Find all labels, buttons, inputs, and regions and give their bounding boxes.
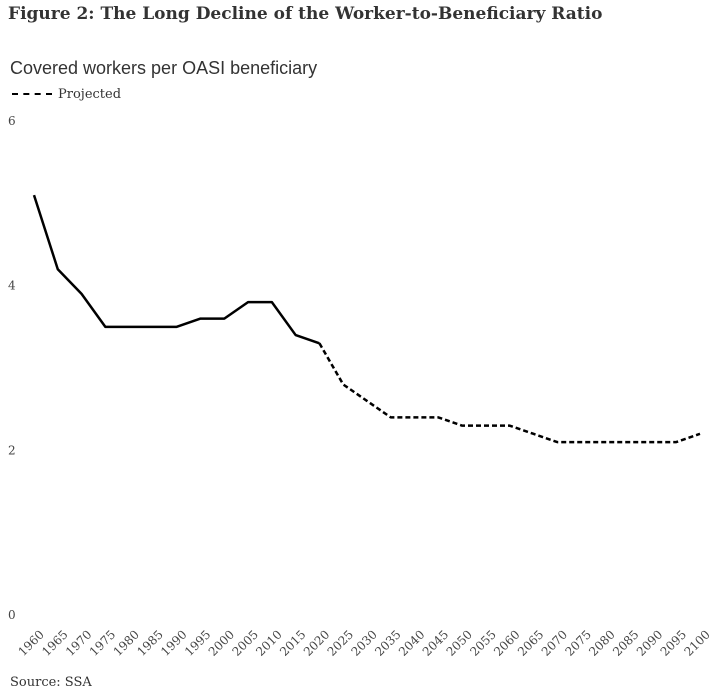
x-tick-label-2040: 2040 — [396, 627, 427, 658]
legend-label-projected: Projected — [58, 86, 122, 102]
x-tick-label-2095: 2095 — [658, 627, 689, 658]
x-tick-label-1985: 1985 — [134, 627, 165, 658]
x-tick-label-2000: 2000 — [206, 627, 237, 658]
x-tick-label-2015: 2015 — [277, 627, 308, 658]
x-tick-label-2025: 2025 — [325, 627, 356, 658]
legend-dashed-line-swatch — [12, 93, 52, 95]
projected-series-line — [318, 342, 701, 444]
x-tick-label-1970: 1970 — [63, 627, 94, 658]
x-tick-label-2005: 2005 — [229, 627, 260, 658]
x-tick-label-2010: 2010 — [253, 627, 284, 658]
chart-title: Figure 2: The Long Decline of the Worker… — [8, 4, 603, 24]
x-tick-label-2075: 2075 — [562, 627, 593, 658]
x-tick-label-1995: 1995 — [182, 627, 213, 658]
x-tick-label-1975: 1975 — [87, 627, 118, 658]
chart-subtitle: Covered workers per OASI beneficiary — [10, 58, 318, 78]
x-tick-label-2080: 2080 — [586, 627, 617, 658]
x-tick-label-2090: 2090 — [634, 627, 665, 658]
x-tick-label-1980: 1980 — [111, 627, 142, 658]
x-tick-label-2045: 2045 — [420, 627, 451, 658]
x-tick-label-2085: 2085 — [610, 627, 641, 658]
x-tick-label-2100: 2100 — [681, 627, 712, 658]
legend: Projected — [12, 85, 121, 103]
x-tick-label-1960: 1960 — [15, 627, 46, 658]
y-tick-label-4: 4 — [8, 279, 16, 293]
x-tick-label-2035: 2035 — [372, 627, 403, 658]
x-tick-label-2060: 2060 — [491, 627, 522, 658]
x-tick-label-2030: 2030 — [348, 627, 379, 658]
x-tick-label-2065: 2065 — [515, 627, 546, 658]
historical-series-line — [32, 194, 320, 345]
y-tick-label-0: 0 — [8, 608, 16, 622]
x-tick-label-1990: 1990 — [158, 627, 189, 658]
series-lines — [32, 194, 701, 444]
x-tick-label-2020: 2020 — [301, 627, 332, 658]
y-axis: 0 2 4 6 — [8, 114, 16, 622]
source-note: Source: SSA — [10, 675, 92, 690]
x-tick-label-1965: 1965 — [39, 627, 70, 658]
x-tick-label-2050: 2050 — [444, 627, 475, 658]
x-tick-label-2055: 2055 — [467, 627, 498, 658]
x-axis: 1960196519701975198019851990199520002005… — [15, 627, 712, 658]
y-tick-label-2: 2 — [8, 443, 16, 457]
y-tick-label-6: 6 — [8, 114, 16, 128]
x-tick-label-2070: 2070 — [539, 627, 570, 658]
